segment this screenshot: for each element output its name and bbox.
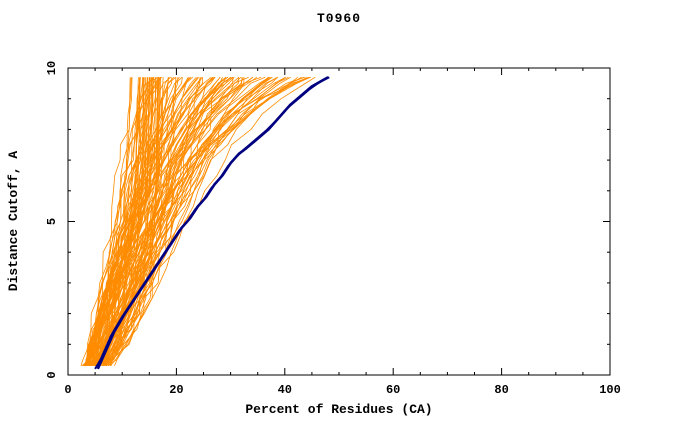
ensemble-curve [105, 76, 291, 366]
ensemble-curve [90, 76, 180, 367]
ensemble-curve [96, 77, 227, 366]
ensemble-curve [102, 77, 170, 366]
chart-title: T0960 [317, 11, 361, 26]
ensemble-curve [94, 76, 240, 367]
ensemble-curve [85, 76, 229, 366]
ensemble-curve [108, 77, 160, 367]
ensemble-curve [86, 76, 197, 366]
y-tick-label: 5 [45, 218, 59, 225]
x-tick-label: 60 [386, 383, 400, 397]
ensemble-curve [106, 77, 162, 366]
ensemble-curve [104, 76, 235, 366]
highlight-curve [94, 76, 330, 370]
ensemble-curve [107, 77, 159, 367]
ensemble-curve [89, 76, 175, 366]
ensemble-curve [83, 77, 144, 367]
ensemble-curve [87, 77, 131, 366]
chart-layer: 0 20 40 60 80 100 0 5 10 [45, 61, 621, 397]
y-tick-label: 10 [45, 61, 59, 75]
x-tick-label: 0 [64, 383, 71, 397]
x-tick-label: 40 [278, 383, 292, 397]
ensemble-curve [105, 77, 177, 367]
ensemble-curve [92, 77, 154, 367]
ensemble-curve [84, 76, 216, 367]
y-axis-label: Distance Cutoff, A [6, 151, 21, 292]
x-tick-label: 20 [169, 383, 183, 397]
ensemble-curve [110, 77, 157, 366]
ensemble-curve [88, 77, 203, 367]
ensemble-curve [104, 77, 190, 367]
x-tick-label: 100 [599, 383, 621, 397]
ensemble-curve [86, 76, 302, 366]
y-tick-label: 0 [45, 371, 59, 378]
x-tick-label: 80 [494, 383, 508, 397]
x-axis-label: Percent of Residues (CA) [245, 402, 432, 417]
